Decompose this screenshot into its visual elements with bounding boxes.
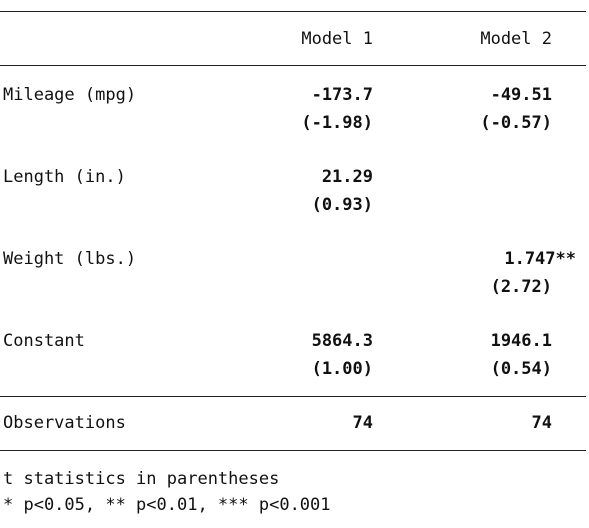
- coef-mileage-model-2: -49.51: [490, 85, 552, 105]
- row-label-constant: Constant: [3, 331, 85, 351]
- coef-constant-model-2: 1946.1: [490, 331, 552, 351]
- tstat-mileage-model-2: (-0.57): [480, 113, 552, 133]
- body-rule: [0, 396, 586, 397]
- tstat-length-model-1: (0.93): [311, 195, 373, 215]
- column-header-model-2: Model 2: [480, 29, 552, 49]
- tstat-constant-model-2: (0.54): [490, 359, 552, 379]
- table-note-significance: * p<0.05, ** p<0.01, *** p<0.001: [3, 495, 331, 515]
- row-label-length: Length (in.): [3, 167, 126, 187]
- table-note-tstats: t statistics in parentheses: [3, 469, 280, 489]
- observations-model-1: 74: [352, 413, 373, 433]
- column-header-model-1: Model 1: [301, 29, 373, 49]
- coef-constant-model-1: 5864.3: [311, 331, 373, 351]
- tstat-weight-model-2: (2.72): [490, 277, 552, 297]
- coef-weight-model-2: 1.747**: [504, 249, 576, 269]
- tstat-constant-model-1: (1.00): [311, 359, 373, 379]
- row-label-mileage: Mileage (mpg): [3, 85, 137, 105]
- row-label-observations: Observations: [3, 413, 126, 433]
- tstat-mileage-model-1: (-1.98): [301, 113, 373, 133]
- observations-model-2: 74: [531, 413, 552, 433]
- row-label-weight: Weight (lbs.): [3, 249, 137, 269]
- top-rule: [0, 11, 586, 12]
- header-rule: [0, 65, 586, 66]
- coef-length-model-1: 21.29: [321, 167, 373, 187]
- coef-mileage-model-1: -173.7: [311, 85, 373, 105]
- bottom-rule: [0, 450, 586, 451]
